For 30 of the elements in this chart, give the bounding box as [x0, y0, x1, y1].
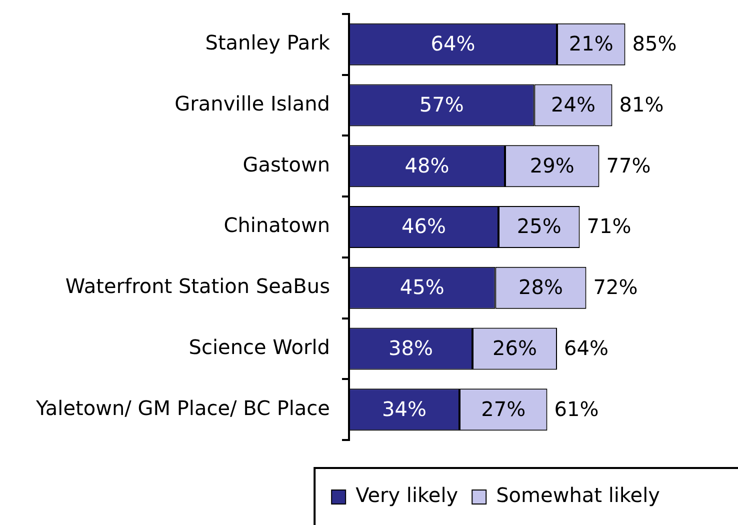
data-label: 24% [551, 92, 596, 116]
total-label: 85% [632, 32, 677, 56]
data-label: 64% [430, 32, 476, 56]
data-label: 46% [402, 214, 446, 238]
total-label: 77% [606, 153, 651, 178]
y-tick-label: Stanley Park [205, 30, 330, 55]
data-label: 38% [388, 336, 433, 360]
y-tick-label: Waterfront Station SeaBus [65, 274, 330, 298]
data-label: 48% [404, 153, 450, 178]
legend-label: Very likely [356, 483, 458, 508]
data-label: 25% [516, 214, 562, 238]
y-tick-label: Gastown [242, 152, 330, 176]
data-label: 21% [568, 32, 614, 56]
data-label: 29% [530, 153, 574, 178]
y-tick-label: Chinatown [224, 213, 330, 238]
data-label: 28% [518, 275, 563, 300]
data-label: 34% [382, 396, 426, 421]
y-tick-label: Granville Island [174, 91, 330, 116]
y-tick-label: Science World [188, 334, 330, 359]
total-label: 72% [593, 275, 638, 300]
data-label: 26% [492, 336, 537, 360]
total-label: 71% [586, 214, 632, 238]
legend-label: Somewhat likely [496, 483, 660, 508]
y-tick-label: Yaletown/ GM Place/ BC Place [34, 396, 330, 420]
total-label: 81% [619, 92, 664, 116]
data-label: 27% [481, 396, 526, 421]
data-label: 45% [400, 275, 444, 300]
total-label: 64% [564, 336, 608, 360]
data-label: 57% [419, 92, 464, 116]
total-label: 61% [554, 396, 599, 421]
